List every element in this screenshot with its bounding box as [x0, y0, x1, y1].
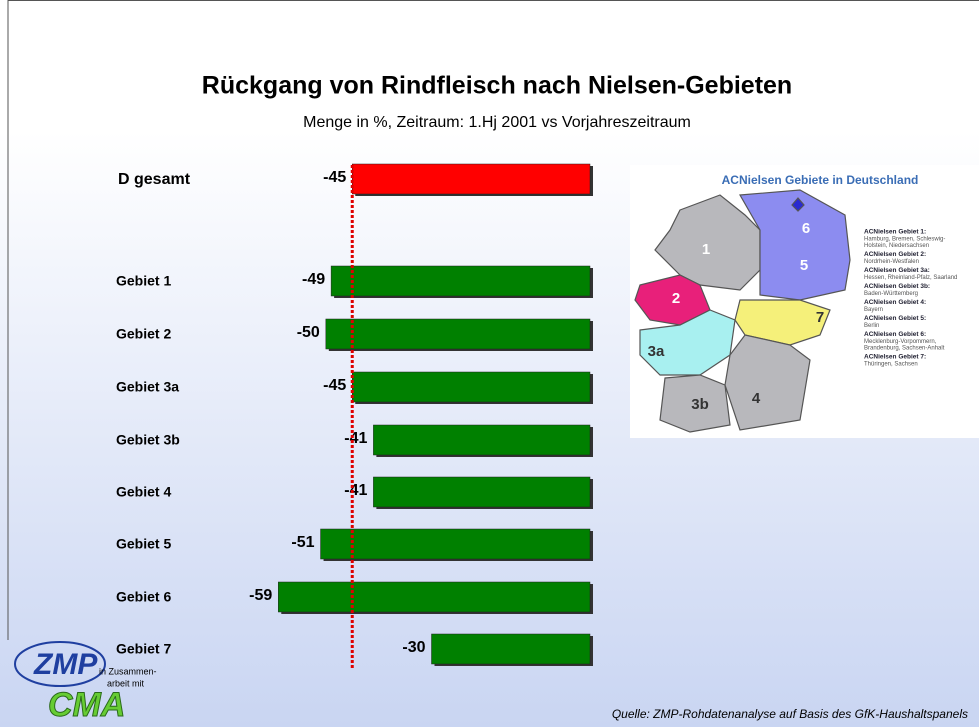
region-label: 6 [802, 220, 810, 237]
region-label: 2 [672, 290, 680, 307]
logo-ring [14, 641, 106, 687]
bar [373, 424, 591, 456]
bar [278, 581, 591, 613]
region-shape [724, 334, 811, 431]
map-shapes [634, 189, 851, 433]
island [791, 197, 805, 212]
value-label: -45 [323, 377, 346, 394]
source-note: Quelle: ZMP-Rohdatenanalyse auf Basis de… [612, 707, 968, 721]
map-title: ACNielsen Gebiete in Deutschland [722, 173, 919, 187]
legend-text: Bayern [864, 307, 883, 313]
value-label: -51 [291, 534, 314, 551]
legend-text: Baden-Württemberg [864, 291, 918, 297]
logo-name: ZMP [33, 648, 98, 681]
bar [373, 476, 591, 508]
bar [325, 318, 591, 350]
legend-heading: ACNielsen Gebiet 6: [864, 331, 926, 338]
value-label: -49 [302, 271, 325, 288]
legend-heading: ACNielsen Gebiet 4: [864, 299, 926, 306]
category-label: Gebiet 7 [116, 641, 171, 657]
map: ACNielsen Gebiete in Deutschland [630, 165, 979, 438]
legend-heading: ACNielsen Gebiet 7: [864, 354, 926, 361]
logo-text: in Zusammen- [99, 666, 157, 676]
category-label: Gebiet 4 [116, 484, 171, 500]
region-label: 3b [691, 396, 709, 413]
value-label: -41 [344, 430, 367, 447]
legend-text: Brandenburg, Sachsen-Anhalt [864, 346, 945, 352]
legend-heading: ACNielsen Gebiet 1: [864, 229, 926, 236]
category-label: Gebiet 6 [116, 589, 171, 605]
value-label: -41 [344, 482, 367, 499]
bar [431, 633, 591, 665]
logo: ZMP in Zusammen- arbeit mit CMA [14, 641, 157, 724]
category-label: Gebiet 3a [116, 379, 179, 395]
logo-text: arbeit mit [107, 678, 145, 688]
legend-heading: ACNielsen Gebiet 2: [864, 251, 926, 258]
region-shape [654, 194, 761, 291]
legend-heading: ACNielsen Gebiet 5: [864, 315, 926, 322]
chart-subtitle: Menge in %, Zeitraum: 1.Hj 2001 vs Vorja… [303, 114, 691, 131]
logo-partner: CMA [48, 686, 125, 724]
legend-heading: ACNielsen Gebiet 3b: [864, 283, 930, 290]
value-label: -45 [323, 169, 346, 186]
category-label: Gebiet 2 [116, 326, 171, 342]
bar [352, 371, 591, 403]
region-shape [734, 299, 831, 346]
region-label: 1 [702, 241, 710, 258]
region-label: 4 [752, 390, 761, 407]
legend-text: Thüringen, Sachsen [864, 362, 918, 368]
value-label: -59 [249, 587, 272, 604]
category-label: D gesamt [118, 171, 191, 188]
category-label: Gebiet 3b [116, 432, 180, 448]
region-shape [659, 374, 731, 433]
legend-text: Berlin [864, 323, 879, 329]
legend-text: Mecklenburg-Vorpommern, [864, 339, 937, 345]
region-shape [739, 189, 851, 301]
legend-text: Hamburg, Bremen, Schleswig- [864, 237, 945, 243]
legend-text: Nordrhein-Westfalen [864, 259, 919, 265]
value-label: -50 [297, 324, 320, 341]
region-label: 3a [648, 343, 665, 360]
category-label: Gebiet 1 [116, 273, 171, 289]
legend-text: Holstein, Niedersachsen [864, 243, 929, 249]
bar [320, 528, 591, 560]
region-label: 5 [800, 257, 808, 274]
bar [352, 163, 591, 195]
chart-title: Rückgang von Rindfleisch nach Nielsen-Ge… [202, 72, 792, 100]
bar [330, 265, 591, 297]
region-label: 7 [816, 309, 824, 326]
legend-text: Hessen, Rheinland-Pfalz, Saarland [864, 275, 957, 281]
legend-heading: ACNielsen Gebiet 3a: [864, 267, 930, 274]
value-label: -30 [402, 639, 425, 656]
category-label: Gebiet 5 [116, 536, 171, 552]
